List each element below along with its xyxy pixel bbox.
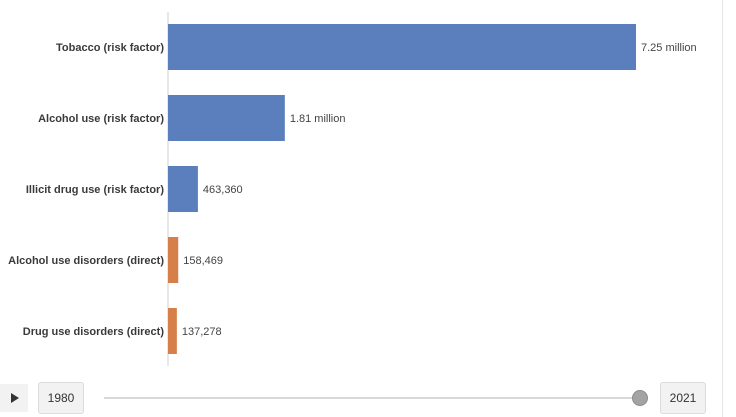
bar[interactable]: [168, 308, 177, 354]
timeline-slider-track[interactable]: [104, 397, 640, 399]
bar[interactable]: [168, 237, 179, 283]
bar[interactable]: [168, 166, 198, 212]
end-year-box[interactable]: 2021: [660, 382, 706, 414]
value-label: 137,278: [182, 326, 222, 338]
panel-divider: [722, 0, 723, 417]
value-label: 1.81 million: [290, 113, 346, 125]
value-label: 463,360: [203, 184, 243, 196]
play-button[interactable]: [0, 384, 28, 412]
bar-chart: Tobacco (risk factor) 7.25 million Alcohol…: [8, 12, 697, 366]
value-label: 7.25 million: [641, 42, 697, 54]
category-label: Tobacco (risk factor): [56, 42, 164, 54]
timeline-controls: 1980 2021: [0, 380, 722, 417]
timeline-slider-handle[interactable]: [632, 390, 648, 406]
value-label: 158,469: [183, 255, 223, 267]
category-label: Illicit drug use (risk factor): [26, 184, 164, 196]
play-icon: [11, 393, 19, 403]
category-label: Drug use disorders (direct): [23, 326, 165, 338]
category-label: Alcohol use disorders (direct): [8, 255, 164, 267]
start-year-box[interactable]: 1980: [38, 382, 84, 414]
category-label: Alcohol use (risk factor): [38, 113, 164, 125]
bar[interactable]: [168, 24, 636, 70]
bar[interactable]: [168, 95, 285, 141]
